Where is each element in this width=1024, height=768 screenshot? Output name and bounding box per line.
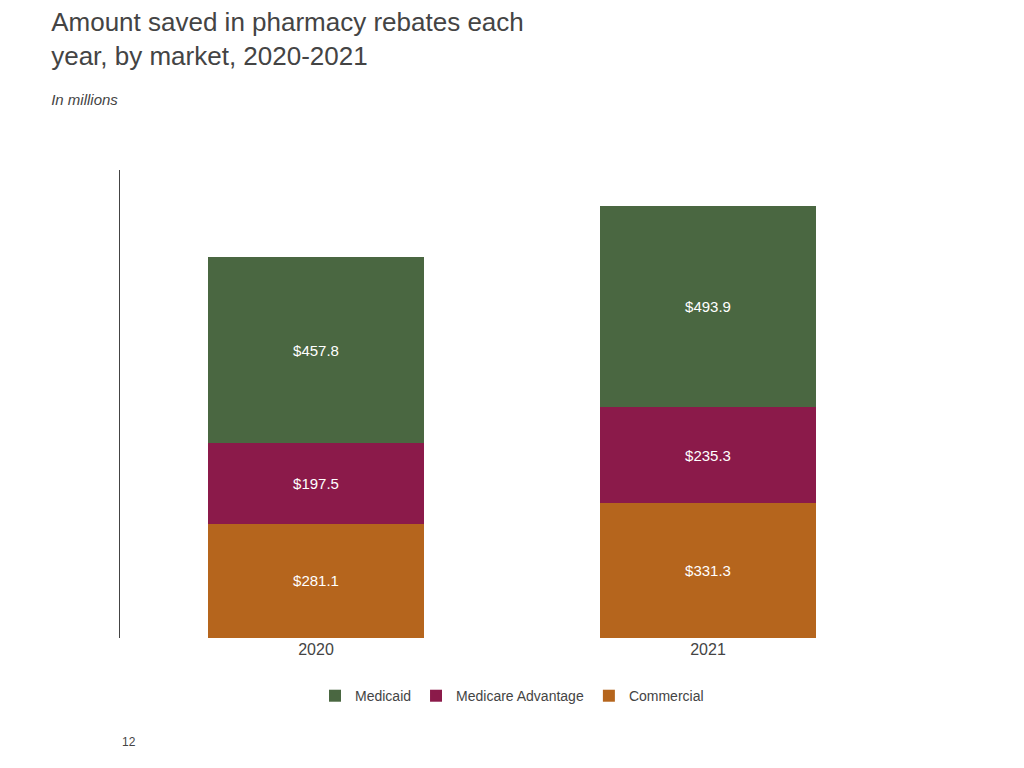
svg-text:$493.9: $493.9 (685, 298, 731, 315)
svg-text:$331.3: $331.3 (685, 562, 731, 579)
svg-text:Medicare Advantage: Medicare Advantage (456, 688, 584, 704)
svg-text:Commercial: Commercial (629, 688, 704, 704)
svg-text:12: 12 (122, 735, 136, 749)
svg-text:$457.8: $457.8 (293, 342, 339, 359)
svg-text:In millions: In millions (51, 91, 118, 108)
svg-text:$197.5: $197.5 (293, 475, 339, 492)
svg-text:$235.3: $235.3 (685, 447, 731, 464)
svg-text:2021: 2021 (690, 641, 726, 658)
svg-text:Medicaid: Medicaid (355, 688, 411, 704)
svg-text:2020: 2020 (298, 641, 334, 658)
svg-text:$281.1: $281.1 (293, 572, 339, 589)
svg-text:Amount saved in pharmacy rebat: Amount saved in pharmacy rebates eachyea… (51, 7, 524, 71)
